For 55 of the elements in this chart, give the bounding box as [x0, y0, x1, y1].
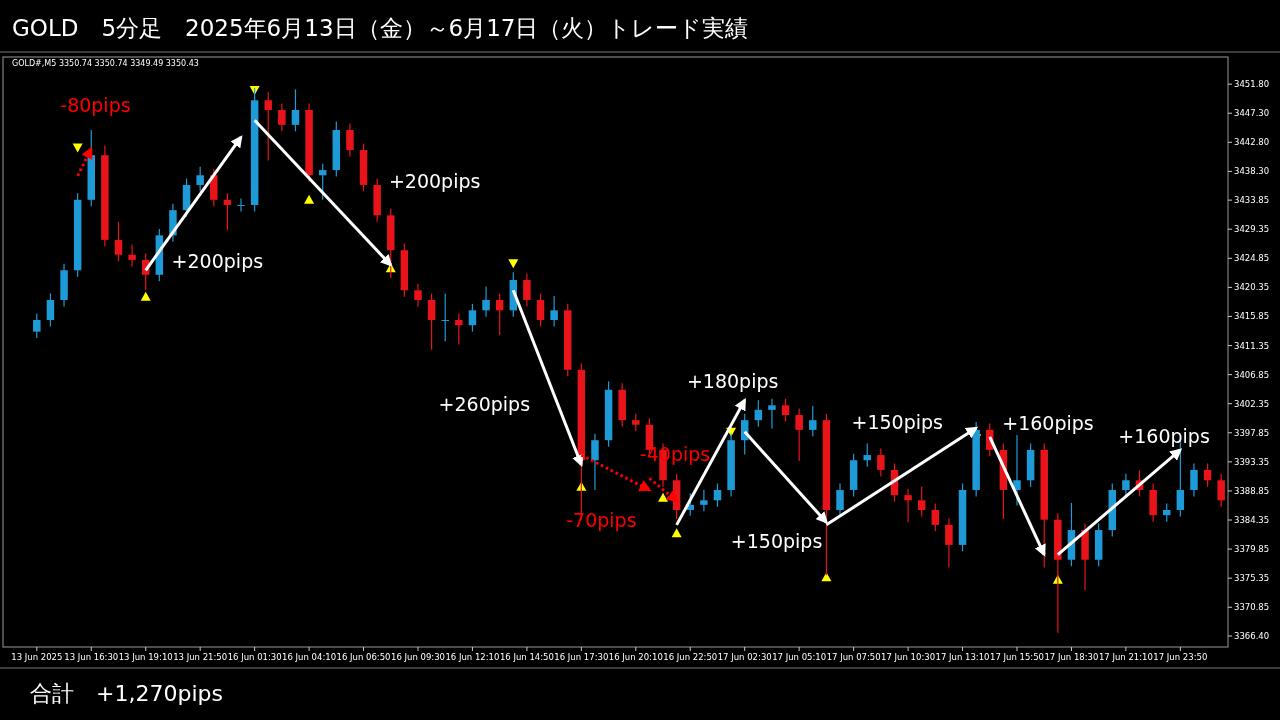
x-tick-label: 17 Jun 10:30	[881, 652, 936, 662]
annotation: +200pips	[171, 249, 264, 272]
annotation: +150pips	[730, 530, 823, 553]
x-tick-label: 16 Jun 12:10	[445, 652, 500, 662]
x-tick-label: 17 Jun 23:50	[1153, 652, 1208, 662]
text: 合計 +1,270pips	[30, 681, 223, 706]
x-tick-label: 16 Jun 20:10	[608, 652, 663, 662]
y-tick-label: 3451.80	[1234, 79, 1270, 90]
y-tick-label: 3411.35	[1234, 340, 1270, 351]
y-tick-label: 3447.30	[1234, 108, 1270, 119]
y-tick-label: 3375.35	[1234, 573, 1270, 584]
y-tick-label: 3424.85	[1234, 253, 1270, 264]
y-tick-label: 3438.30	[1234, 166, 1270, 177]
x-tick-label: 13 Jun 21:50	[173, 652, 228, 662]
x-tick-label: 17 Jun 13:10	[935, 652, 990, 662]
x-tick-label: 16 Jun 09:30	[390, 652, 445, 662]
annotation: GOLD#,M5 3350.74 3350.74 3349.49 3350.43	[12, 59, 199, 68]
x-tick-label: 16 Jun 04:10	[282, 652, 337, 662]
y-tick-label: 3366.40	[1234, 631, 1270, 642]
annotation: +260pips	[438, 392, 531, 415]
x-tick-label: 16 Jun 22:50	[663, 652, 718, 662]
y-tick-label: 3393.35	[1234, 456, 1270, 467]
x-tick-label: 17 Jun 05:10	[772, 652, 827, 662]
annotation: +160pips	[1002, 411, 1094, 434]
chart-title: GOLD 5分足 2025年6月13日（金）～6月17日（火）トレード実績	[12, 15, 749, 41]
y-tick-label: 3415.85	[1234, 311, 1270, 322]
y-tick-label: 3442.80	[1234, 137, 1270, 148]
x-tick-label: 16 Jun 06:50	[336, 652, 391, 662]
y-tick-label: 3397.85	[1234, 427, 1270, 438]
annotation: -80pips	[60, 94, 131, 117]
annotation: +200pips	[388, 169, 481, 192]
x-tick-label: 17 Jun 18:30	[1044, 652, 1099, 662]
y-tick-label: 3406.85	[1234, 369, 1270, 380]
y-tick-label: 3384.35	[1234, 515, 1270, 526]
x-tick-label: 16 Jun 14:50	[499, 652, 554, 662]
y-tick-label: 3379.85	[1234, 544, 1270, 555]
x-tick-label: 13 Jun 2025	[11, 652, 63, 662]
x-tick-label: 17 Jun 15:50	[989, 652, 1044, 662]
y-tick-label: 3420.35	[1234, 282, 1270, 293]
y-tick-label: 3370.85	[1234, 602, 1270, 613]
x-tick-label: 17 Jun 21:10	[1098, 652, 1153, 662]
annotation: +160pips	[1118, 425, 1210, 448]
x-tick-label: 17 Jun 07:50	[826, 652, 881, 662]
annotation: +180pips	[686, 369, 779, 392]
annotation: +150pips	[851, 411, 944, 434]
x-tick-label: 17 Jun 02:30	[717, 652, 772, 662]
y-tick-label: 3429.35	[1234, 224, 1270, 235]
y-tick-label: 3433.85	[1234, 195, 1270, 206]
y-tick-label: 3402.35	[1234, 398, 1270, 409]
x-tick-label: 16 Jun 17:30	[554, 652, 609, 662]
x-tick-label: 13 Jun 19:10	[118, 652, 173, 662]
x-tick-label: 16 Jun 01:30	[227, 652, 282, 662]
annotation: -70pips	[566, 508, 637, 531]
x-tick-label: 13 Jun 16:30	[64, 652, 119, 662]
y-tick-label: 3388.85	[1234, 485, 1270, 496]
